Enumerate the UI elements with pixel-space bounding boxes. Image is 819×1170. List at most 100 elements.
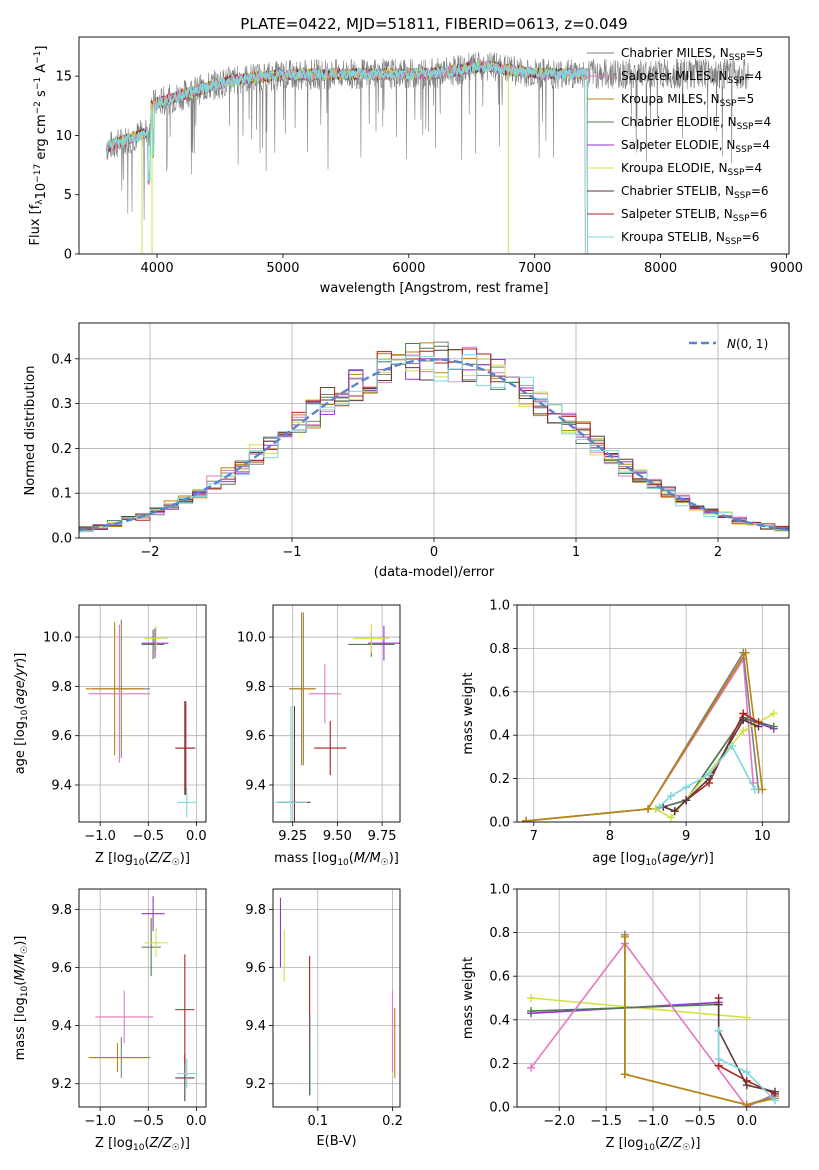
x-tick-label: −0.5 <box>684 1114 716 1129</box>
errorbar-plot-area <box>85 619 197 818</box>
x-axis-label: wavelength [Angstrom, rest frame] <box>320 281 549 296</box>
legend-label: Kroupa ELODIE, NSSP=4 <box>621 161 762 178</box>
y-tick-label: 1.0 <box>489 883 510 898</box>
y-tick-label: 9.4 <box>51 779 72 794</box>
y-tick-label: 0.2 <box>489 1057 510 1072</box>
y-tick-label: 0.0 <box>489 816 510 831</box>
weight-marker <box>620 1070 629 1079</box>
y-tick-label: 0.2 <box>51 442 72 457</box>
errorbar-point <box>177 1059 197 1089</box>
weight-marker <box>754 722 763 731</box>
axes-frame <box>516 604 790 823</box>
x-tick-label: 8000 <box>644 261 677 276</box>
weight-marker <box>620 932 629 941</box>
weight-marker <box>670 807 679 816</box>
x-tick-label: 9.25 <box>278 829 307 844</box>
legend-label: Chabrier ELODIE, NSSP=4 <box>621 115 771 132</box>
age-vs-mass-chart: 9.25 9.50 9.75 9.4 9.6 9.8 10.0 mass [log10(M/M… <box>237 604 401 868</box>
x-tick-label: 2 <box>714 545 722 560</box>
errorbar-point <box>141 896 165 932</box>
y-tick-label: 9.8 <box>51 903 72 918</box>
axes-frame <box>78 322 790 539</box>
y-tick-label: 9.6 <box>51 961 72 976</box>
axes-frame <box>516 888 790 1108</box>
weight-marker <box>655 802 664 811</box>
y-tick-label: 9.6 <box>245 961 266 976</box>
y-axis-label: mass weight <box>461 957 476 1039</box>
y-tick-label: 0.8 <box>489 642 510 657</box>
weight-series <box>714 1026 779 1105</box>
weight-marker <box>705 770 713 779</box>
spectrum-chart: 4000 5000 6000 7000 8000 9000 0 5 10 15 wavelength… <box>28 36 803 296</box>
errorbar-point <box>85 622 144 756</box>
y-tick-label: 5 <box>64 188 72 203</box>
x-tick-label: −1 <box>282 545 301 560</box>
x-axis-label: E(B-V) <box>316 1134 356 1149</box>
spectrum-model-line <box>106 60 588 254</box>
weight-line <box>526 650 764 822</box>
x-tick-label: 0.0 <box>736 1114 757 1129</box>
x-tick-label: 0 <box>430 545 438 560</box>
errorbar-point <box>308 664 341 724</box>
weight-marker <box>666 791 675 800</box>
figure-title: PLATE=0422, MJD=51811, FIBERID=0613, z=0… <box>240 15 627 33</box>
weight-line <box>526 650 760 822</box>
y-tick-label: 9.4 <box>245 779 266 794</box>
errorbar-point <box>141 628 169 659</box>
x-tick-label: 9000 <box>770 261 803 276</box>
weight-marker <box>714 1000 723 1009</box>
mass-vs-Z-chart: −1.0 −0.5 0.0 9.2 9.4 9.6 9.8 mass [log10(M/M☉)… <box>13 888 207 1153</box>
weight-marker <box>714 1055 723 1064</box>
legend-label: N(0, 1) <box>727 337 768 351</box>
legend-entry: Kroupa ELODIE, NSSP=4 <box>587 161 762 178</box>
y-tick-label: 9.8 <box>245 680 266 695</box>
errorbar-point <box>144 625 168 651</box>
weight-line <box>717 1030 776 1102</box>
y-tick-label: 9.6 <box>245 729 266 744</box>
x-tick-label: 7 <box>530 829 538 844</box>
legend-entry: Chabrier ELODIE, NSSP=4 <box>587 115 771 132</box>
x-axis-label: mass [log10(M/M☉)] <box>274 851 399 868</box>
axes-frame <box>78 604 207 823</box>
spectrum-model-line <box>106 60 588 254</box>
weight-marker <box>727 742 736 751</box>
x-tick-label: 5000 <box>266 261 299 276</box>
spectrum-model-line <box>106 60 589 254</box>
weight-marker <box>769 722 778 731</box>
weight-marker <box>666 813 675 822</box>
histogram-step-line <box>79 343 789 531</box>
legend-label: Kroupa STELIB, NSSP=6 <box>621 230 759 247</box>
weight-series <box>655 742 759 811</box>
residual-histogram: −2 −1 0 1 2 0.0 0.1 0.2 0.3 0.4 (data-model)/error… <box>23 322 790 580</box>
legend-entry: Kroupa MILES, NSSP=5 <box>587 92 754 109</box>
weight-line <box>624 937 776 1106</box>
histogram-step-line <box>79 354 789 532</box>
y-tick-label: 0.0 <box>51 532 72 547</box>
y-axis-label: mass [log10(M/M☉)] <box>13 936 30 1061</box>
weight-marker <box>758 785 767 794</box>
weight-marker <box>682 796 691 805</box>
legend-label: Chabrier MILES, NSSP=5 <box>621 46 763 63</box>
weight-line <box>526 656 754 822</box>
y-tick-label: 9.8 <box>245 903 266 918</box>
legend-label: Kroupa MILES, NSSP=5 <box>621 92 754 109</box>
gaussian-reference-curve <box>79 358 789 532</box>
weight-marker <box>527 994 536 1002</box>
x-tick-label: 0.0 <box>186 1114 207 1129</box>
x-tick-label: 9 <box>682 829 690 844</box>
legend-label: Salpeter STELIB, NSSP=6 <box>621 207 767 224</box>
weight-plot-area <box>522 648 778 822</box>
x-tick-label: 1 <box>572 545 580 560</box>
axes-frame <box>272 888 401 1108</box>
errorbar-point <box>274 706 307 822</box>
y-axis-label: Flux [fλ10−17 erg cm−2 s−1 A−1] <box>28 46 49 246</box>
weight-vs-Z-chart: −2.0 −1.5 −1.0 −0.5 0.0 0.0 0.2 0.4 0.6 0.8 1.0 mas… <box>461 883 790 1153</box>
spectrum-model-line <box>106 60 588 254</box>
weight-marker <box>522 816 531 822</box>
histogram-plot-area <box>79 341 789 533</box>
x-tick-label: 10 <box>754 829 771 844</box>
y-axis-label: Normed distribution <box>23 366 38 496</box>
y-tick-label: 0.8 <box>489 926 510 941</box>
axes-frame <box>78 36 790 255</box>
